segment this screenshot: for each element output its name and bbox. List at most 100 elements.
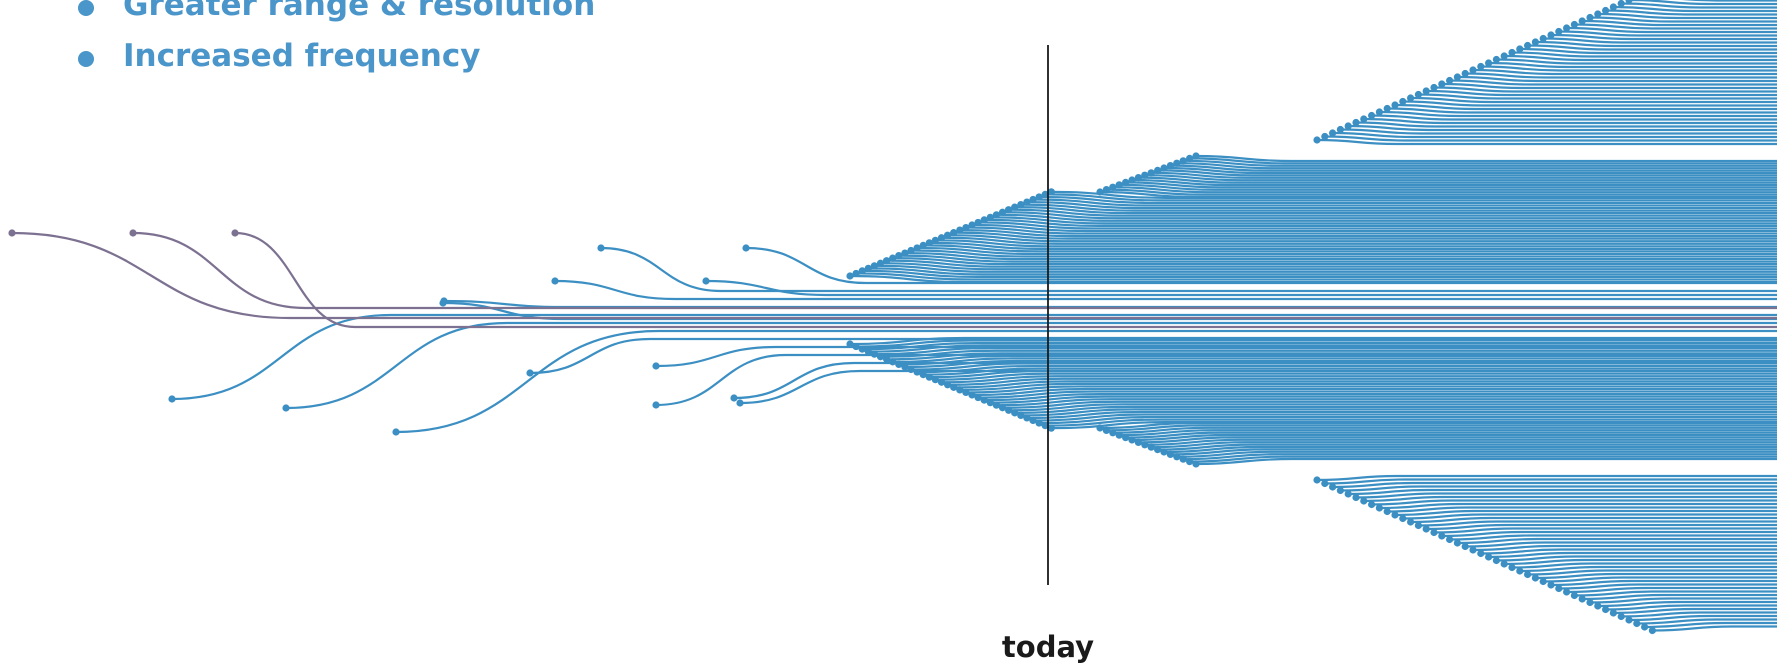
future-upper-8-line	[1379, 110, 1777, 118]
near-today-upper-9-line	[1157, 169, 1777, 177]
future-upper-15-node	[1430, 83, 1438, 92]
future-lower-41-node	[1633, 619, 1641, 628]
near-today-lower-3-line	[1119, 429, 1777, 437]
future-upper-6-line	[1363, 117, 1777, 125]
future-upper-7-line	[1371, 114, 1777, 121]
fan-branch-upper-46-line	[990, 216, 1777, 225]
future-lower-13-line	[1418, 520, 1777, 527]
fan-branch-lower-39-line	[965, 385, 1777, 394]
future-lower-37-node	[1602, 605, 1610, 614]
early-branch-11-line	[705, 279, 1777, 297]
future-lower-12-node	[1407, 518, 1415, 526]
fan-branch-upper-52-line	[1008, 208, 1777, 217]
future-upper-29-line	[1543, 37, 1777, 44]
future-lower-25-node	[1508, 563, 1516, 572]
near-today-upper-13-node	[1179, 157, 1187, 165]
early-branch-11-node	[702, 277, 710, 285]
future-lower-35-line	[1589, 597, 1777, 604]
fan-branch-lower-9-node	[870, 350, 879, 358]
early-branch-8-line	[443, 299, 1777, 309]
future-upper-22-node	[1485, 59, 1493, 67]
early-branch-9-line	[554, 279, 1777, 301]
future-upper-23-node	[1492, 55, 1500, 64]
early-branch-1-node	[282, 404, 290, 412]
fan-branch-upper-18-node	[901, 249, 909, 257]
future-upper-28-node	[1531, 38, 1539, 46]
fan-branch-upper-52-node	[1005, 206, 1013, 214]
near-today-lower-6-line	[1138, 436, 1777, 444]
future-lower-16-node	[1438, 532, 1446, 540]
future-upper-38-node	[1609, 3, 1617, 11]
near-today-upper-14-line	[1189, 157, 1777, 165]
future-lower-21-node	[1477, 549, 1485, 558]
near-today-upper-15-line	[1195, 154, 1777, 163]
fan-branch-lower-41-line	[971, 387, 1777, 397]
future-lower-43-line	[1652, 625, 1777, 632]
fan-branch-lower-31-line	[941, 375, 1777, 384]
near-today-lower-6-node	[1134, 438, 1142, 446]
near-today-lower-5-node	[1128, 436, 1136, 444]
near-today-lower-2-line	[1112, 426, 1777, 434]
early-branch-13-node	[439, 299, 447, 307]
fan-branch-lower-25-node	[919, 371, 927, 379]
future-upper-20-node	[1469, 66, 1477, 74]
fan-branch-upper-36-node	[956, 226, 964, 234]
future-lower-3-node	[1336, 486, 1344, 495]
fan-branch-lower-23-node	[913, 368, 921, 376]
future-lower-32-node	[1563, 588, 1571, 596]
future-upper-17-node	[1446, 76, 1454, 85]
fan-branch-upper-10-node	[876, 259, 885, 267]
future-upper-24-line	[1504, 54, 1777, 62]
future-lower-14-node	[1422, 525, 1430, 533]
early-branch-2-line	[395, 329, 1777, 434]
future-upper-4-line	[1348, 124, 1777, 132]
fan-branch-upper-64-line	[1045, 193, 1777, 202]
future-lower-15-line	[1433, 527, 1777, 534]
near-today-upper-13-line	[1183, 159, 1777, 167]
future-upper-39-node	[1617, 0, 1625, 8]
future-upper-37-node	[1602, 6, 1610, 15]
future-upper-13-line	[1418, 93, 1777, 100]
near-today-upper-11-line	[1170, 164, 1777, 172]
future-upper-1-line	[1324, 135, 1777, 142]
early-branch-4-line	[655, 345, 1777, 368]
future-lower-5-line	[1355, 492, 1777, 499]
future-upper-24-node	[1500, 52, 1508, 60]
fan-branch-lower-45-node	[980, 396, 988, 404]
future-lower-13-node	[1414, 521, 1422, 530]
fan-branch-upper-0-node	[846, 272, 854, 280]
future-lower-28-line	[1535, 572, 1777, 580]
future-upper-25-node	[1508, 48, 1516, 57]
future-upper-35-line	[1589, 16, 1777, 23]
future-lower-30-line	[1550, 579, 1777, 587]
near-today-upper-4-node	[1122, 178, 1130, 186]
fan-branch-upper-2-line	[856, 272, 1777, 281]
future-upper-0-node	[1313, 136, 1321, 144]
fan-branch-lower-35-line	[953, 380, 1777, 389]
future-lower-20-line	[1472, 544, 1777, 552]
early-branch-12-line	[745, 246, 1777, 285]
fan-branch-upper-2-node	[852, 269, 860, 278]
fan-branch-lower-35-node	[950, 383, 958, 391]
future-upper-40-line	[1628, 0, 1777, 6]
early-branch-3-node	[526, 369, 534, 377]
fan-branch-upper-22-line	[917, 246, 1777, 256]
future-upper-13-node	[1414, 90, 1422, 99]
fan-branch-lower-49-node	[992, 401, 1001, 409]
fan-branch-lower-41-node	[968, 391, 976, 399]
future-lower-34-node	[1578, 595, 1586, 603]
early-branch-10-node	[597, 244, 605, 252]
fan-branch-lower-43-node	[974, 393, 982, 402]
future-lower-30-node	[1547, 581, 1555, 589]
future-upper-17-line	[1449, 79, 1777, 86]
future-lower-31-node	[1555, 584, 1563, 593]
future-lower-27-line	[1527, 569, 1777, 576]
future-lower-10-node	[1391, 511, 1399, 519]
fan-branch-upper-66-node	[1047, 188, 1055, 196]
bullet-text: Greater range & resolution	[123, 0, 596, 23]
fan-branch-upper-38-node	[962, 223, 970, 232]
fan-branch-upper-60-node	[1029, 195, 1037, 204]
future-lower-37-line	[1605, 604, 1777, 611]
legacy-branches	[8, 229, 1777, 329]
fan-branch-upper-62-node	[1035, 193, 1043, 201]
